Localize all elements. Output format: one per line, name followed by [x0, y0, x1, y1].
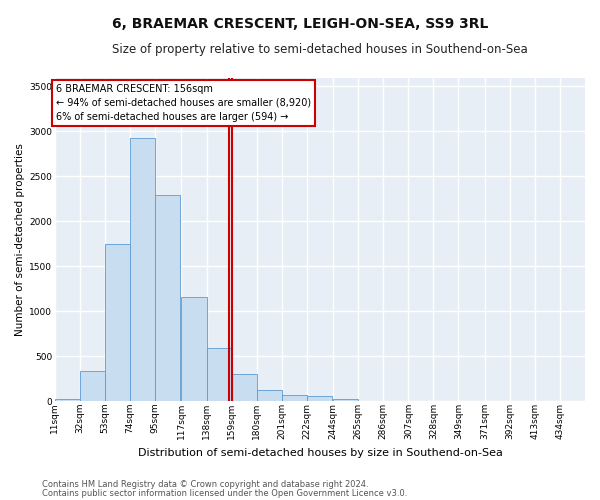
Bar: [80, 371, 105, 402]
Bar: [55, 398, 80, 402]
Text: 6 BRAEMAR CRESCENT: 156sqm
← 94% of semi-detached houses are smaller (8,920)
6% : 6 BRAEMAR CRESCENT: 156sqm ← 94% of semi…: [56, 84, 311, 122]
Bar: [181, 297, 206, 402]
Bar: [155, 196, 180, 402]
X-axis label: Distribution of semi-detached houses by size in Southend-on-Sea: Distribution of semi-detached houses by …: [137, 448, 502, 458]
Bar: [206, 348, 232, 402]
Text: Contains HM Land Registry data © Crown copyright and database right 2024.: Contains HM Land Registry data © Crown c…: [42, 480, 368, 489]
Bar: [257, 390, 282, 402]
Bar: [130, 138, 155, 402]
Y-axis label: Number of semi-detached properties: Number of semi-detached properties: [15, 143, 25, 336]
Text: Contains public sector information licensed under the Open Government Licence v3: Contains public sector information licen…: [42, 488, 407, 498]
Bar: [282, 394, 307, 402]
Bar: [333, 398, 358, 402]
Title: Size of property relative to semi-detached houses in Southend-on-Sea: Size of property relative to semi-detach…: [112, 42, 528, 56]
Bar: [105, 244, 130, 402]
Text: 6, BRAEMAR CRESCENT, LEIGH-ON-SEA, SS9 3RL: 6, BRAEMAR CRESCENT, LEIGH-ON-SEA, SS9 3…: [112, 18, 488, 32]
Bar: [232, 374, 257, 402]
Bar: [307, 396, 332, 402]
